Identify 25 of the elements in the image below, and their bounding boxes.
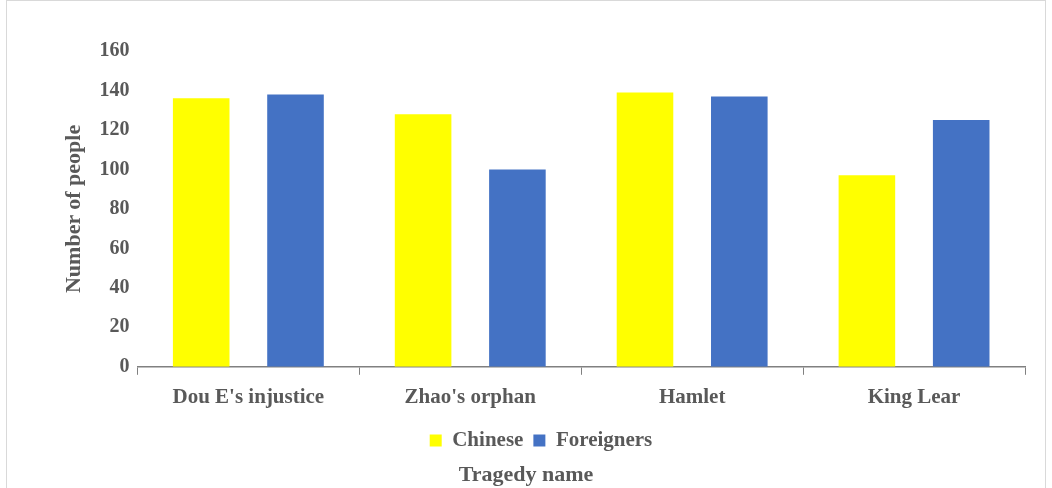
y-tick-label: 120 (99, 117, 130, 140)
x-tick-label: Hamlet (658, 383, 726, 408)
x-tick-label: King Lear (867, 383, 961, 408)
y-tick-label: 0 (119, 353, 130, 376)
legend-label: Chinese (452, 426, 524, 451)
y-tick-label: 20 (109, 314, 130, 337)
bar (838, 175, 896, 367)
y-tick-label: 80 (109, 196, 130, 219)
bar (172, 98, 230, 367)
bar (616, 92, 674, 367)
y-tick-label: 40 (109, 275, 130, 298)
bar (489, 169, 546, 367)
x-tick-label: Dou E's injustice (172, 383, 325, 408)
x-tick-label: Zhao's orphan (404, 383, 537, 408)
bar (267, 94, 324, 367)
x-axis-title: Tragedy name (457, 461, 595, 487)
bar (394, 114, 452, 367)
y-tick-label: 160 (99, 38, 130, 61)
y-axis-title: Number of people (59, 124, 85, 294)
y-tick-label: 60 (109, 235, 130, 258)
y-tick-label: 140 (99, 77, 130, 100)
bar (711, 96, 768, 367)
y-tick-label: 100 (99, 156, 130, 179)
bar (932, 120, 990, 367)
legend-label: Foreigners (555, 426, 653, 451)
